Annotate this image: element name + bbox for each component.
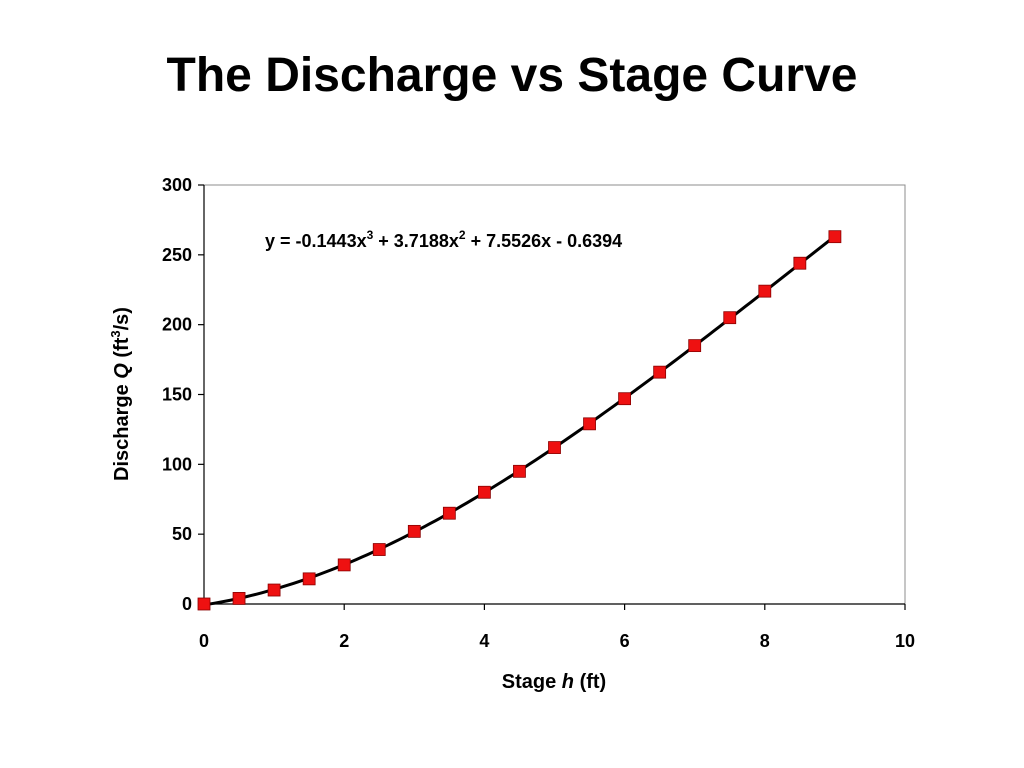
data-point: [723, 311, 737, 325]
x-tick-label: 6: [620, 631, 630, 651]
data-point: [302, 572, 316, 586]
data-point: [477, 485, 491, 499]
data-point: [548, 441, 561, 454]
x-tick-label: 8: [760, 631, 770, 651]
y-tick-label: 0: [182, 594, 192, 614]
data-point: [793, 256, 807, 270]
y-axis-title: Discharge Q (ft3/s): [108, 307, 133, 481]
data-point: [653, 365, 667, 379]
y-tick-label: 300: [162, 175, 192, 195]
data-point: [442, 506, 456, 520]
x-axis-title: Stage h (ft): [502, 671, 606, 693]
trendline-equation: y = -0.1443x3 + 3.7188x2 + 7.5526x - 0.6…: [265, 228, 622, 251]
data-point: [267, 583, 281, 597]
data-point: [372, 543, 386, 556]
data-point: [758, 284, 772, 298]
y-tick-label: 200: [162, 315, 192, 335]
plot-area: [203, 184, 906, 605]
data-point: [337, 558, 351, 572]
data-point: [407, 524, 421, 538]
data-point: [583, 417, 596, 431]
x-tick-label: 2: [339, 631, 349, 651]
x-tick-label: 4: [479, 631, 489, 651]
data-point: [618, 392, 631, 406]
data-point: [232, 592, 246, 605]
y-tick-label: 100: [162, 454, 192, 474]
data-point: [688, 339, 702, 353]
slide-title: The Discharge vs Stage Curve: [166, 49, 858, 102]
data-point: [197, 597, 211, 611]
x-tick-label: 10: [895, 631, 915, 651]
data-point: [828, 230, 842, 244]
y-tick-label: 150: [162, 385, 192, 405]
y-tick-label: 250: [162, 245, 192, 265]
y-tick-label: 50: [172, 524, 192, 544]
data-point: [513, 464, 526, 478]
x-tick-label: 0: [199, 631, 209, 651]
